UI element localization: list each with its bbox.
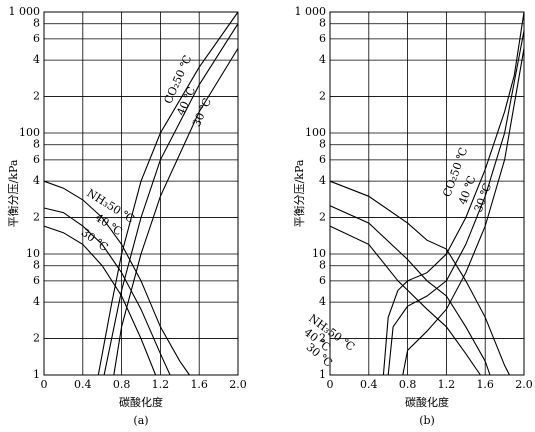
y-tick-label: 8 bbox=[319, 138, 326, 151]
x-axis-label: 碳酸化度 bbox=[119, 395, 163, 409]
y-tick-label: 1 000 bbox=[9, 5, 41, 18]
y-tick-label: 2 bbox=[33, 211, 40, 224]
x-tick-label: 1.2 bbox=[152, 378, 170, 391]
y-tick-label: 2 bbox=[319, 90, 326, 103]
x-tick-label: 0.8 bbox=[399, 378, 417, 391]
y-tick-label: 4 bbox=[319, 53, 326, 66]
y-tick-label: 4 bbox=[33, 53, 40, 66]
y-tick-label: 8 bbox=[33, 259, 40, 272]
y-tick-label: 2 bbox=[33, 90, 40, 103]
y-tick-label: 1 bbox=[319, 368, 326, 381]
x-tick-label: 1.6 bbox=[190, 378, 208, 391]
x-tick-label: 0 bbox=[41, 378, 48, 391]
y-tick-label: 2 bbox=[33, 332, 40, 345]
y-tick-label: 10 bbox=[26, 247, 40, 260]
y-tick-label: 8 bbox=[33, 138, 40, 151]
x-tick-label: 0.8 bbox=[113, 378, 131, 391]
y-tick-label: 6 bbox=[319, 32, 326, 45]
series-label: 30 ℃ bbox=[190, 96, 214, 129]
curve bbox=[43, 225, 157, 376]
y-tick-label: 2 bbox=[319, 211, 326, 224]
y-tick-label: 100 bbox=[19, 126, 40, 139]
curve bbox=[329, 180, 510, 376]
x-tick-label: 1.2 bbox=[438, 378, 456, 391]
curve bbox=[43, 180, 190, 376]
caption: (b) bbox=[419, 414, 435, 427]
y-tick-label: 1 000 bbox=[295, 5, 327, 18]
y-tick-label: 4 bbox=[319, 174, 326, 187]
plot-frame bbox=[43, 11, 239, 376]
y-tick-label: 8 bbox=[319, 17, 326, 30]
curve bbox=[113, 48, 239, 376]
y-tick-label: 2 bbox=[319, 332, 326, 345]
y-tick-label: 4 bbox=[33, 174, 40, 187]
y-tick-label: 6 bbox=[319, 274, 326, 287]
y-tick-label: 10 bbox=[312, 247, 326, 260]
y-tick-label: 8 bbox=[319, 259, 326, 272]
x-tick-label: 2.0 bbox=[515, 378, 533, 391]
x-axis-label: 碳酸化度 bbox=[405, 395, 449, 409]
x-tick-label: 0.4 bbox=[74, 378, 92, 391]
curve bbox=[382, 11, 525, 376]
y-tick-label: 8 bbox=[33, 17, 40, 30]
y-tick-label: 1 bbox=[33, 368, 40, 381]
curve bbox=[329, 225, 481, 376]
x-tick-label: 0.4 bbox=[360, 378, 378, 391]
y-tick-label: 6 bbox=[319, 153, 326, 166]
plot-frame bbox=[329, 11, 525, 376]
y-tick-label: 4 bbox=[33, 295, 40, 308]
curve bbox=[103, 23, 239, 376]
caption: (a) bbox=[133, 414, 148, 427]
curve bbox=[329, 205, 491, 376]
x-tick-label: 2.0 bbox=[229, 378, 247, 391]
y-tick-label: 4 bbox=[319, 295, 326, 308]
x-tick-label: 1.6 bbox=[476, 378, 494, 391]
y-tick-label: 6 bbox=[33, 153, 40, 166]
curve bbox=[402, 48, 525, 376]
y-tick-label: 6 bbox=[33, 32, 40, 45]
y-axis-label: 平衡分压/kPa bbox=[7, 159, 20, 227]
curve bbox=[387, 30, 525, 376]
y-tick-label: 100 bbox=[305, 126, 326, 139]
curve bbox=[97, 11, 239, 376]
x-tick-label: 0 bbox=[327, 378, 334, 391]
curve bbox=[43, 207, 171, 376]
y-axis-label: 平衡分压/kPa bbox=[293, 159, 306, 227]
y-tick-label: 6 bbox=[33, 274, 40, 287]
